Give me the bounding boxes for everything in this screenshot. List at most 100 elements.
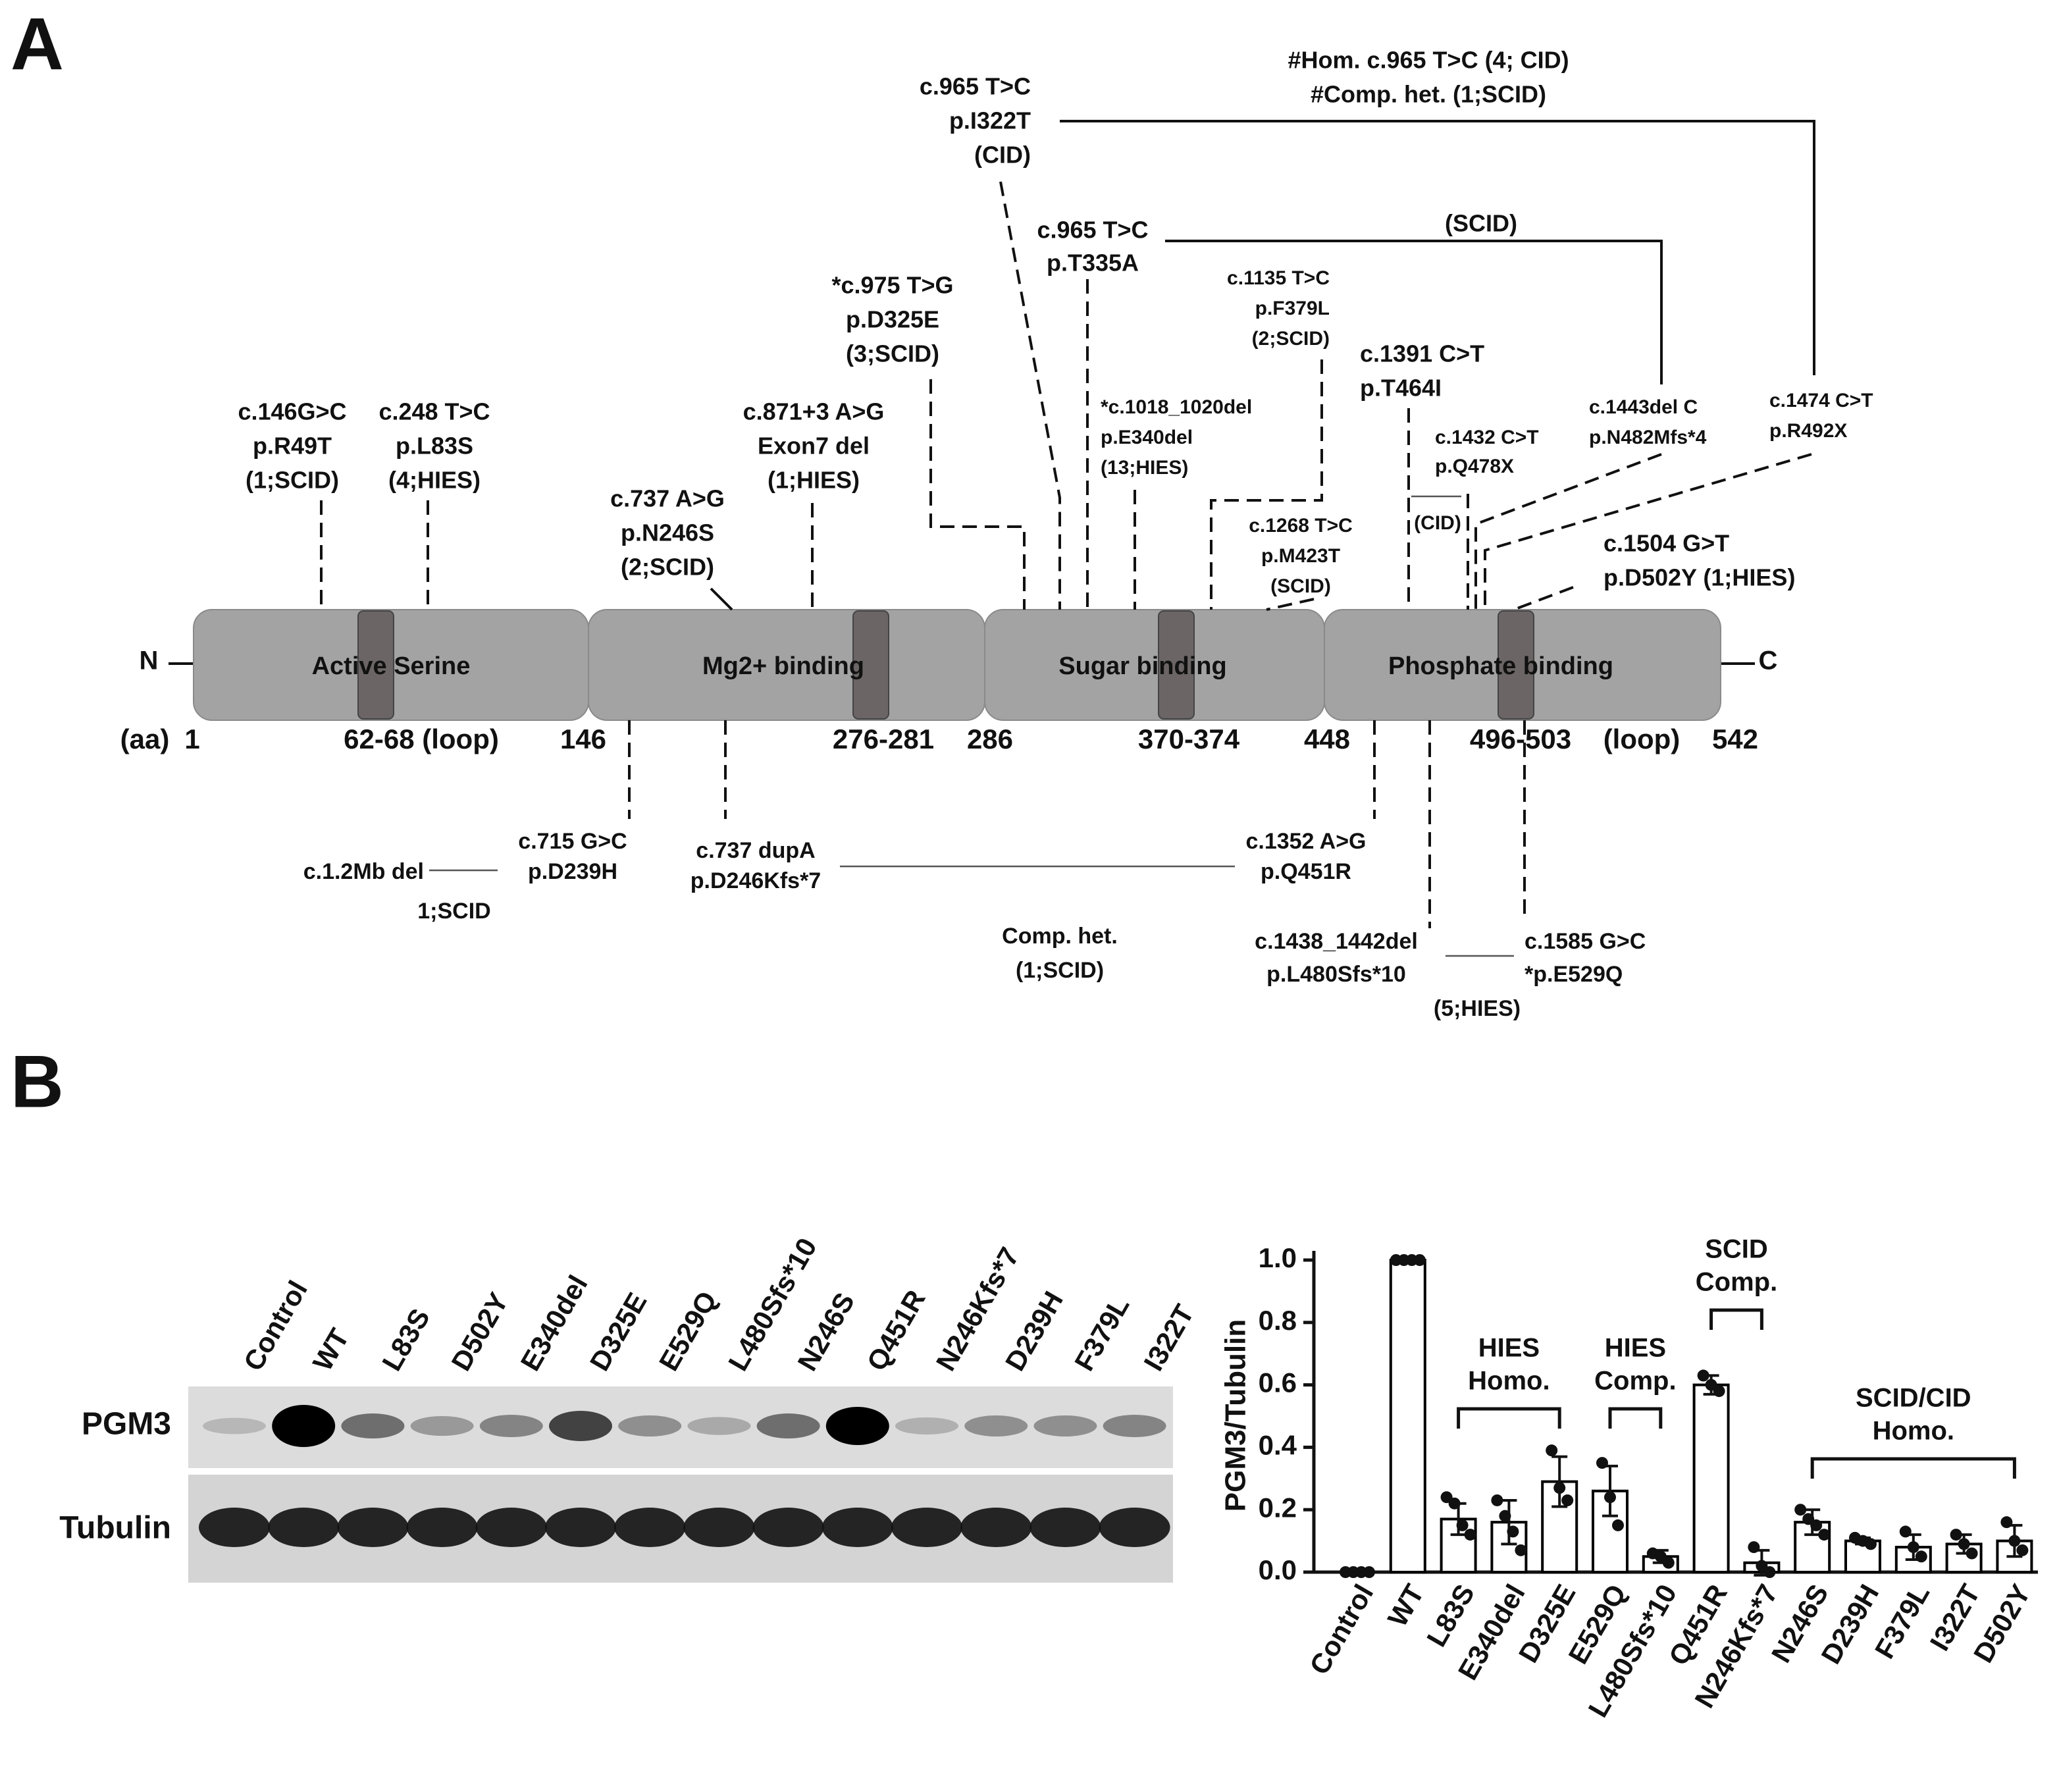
- connector: [929, 379, 1026, 610]
- mutation-label: (CID): [974, 142, 1031, 169]
- mutation-label: #Comp. het. (1;SCID): [1311, 81, 1546, 108]
- mutation-label: c.1268 T>C: [1249, 515, 1353, 537]
- connector: [1266, 598, 1315, 611]
- position-label: 62-68 (loop): [344, 724, 499, 754]
- data-point: [1697, 1369, 1709, 1382]
- data-point: [1612, 1519, 1624, 1531]
- data-point: [1499, 1510, 1511, 1522]
- y-tick-label: 0.0: [1259, 1554, 1297, 1585]
- band: [199, 1508, 270, 1547]
- lane-label: L83S: [376, 1304, 436, 1376]
- lane-label: Q451R: [860, 1284, 931, 1376]
- bracket: [1457, 1407, 1561, 1429]
- western-blot: [188, 1386, 1173, 1583]
- band: [618, 1415, 682, 1436]
- connector: [1060, 120, 1815, 375]
- mutation-label: c.1474 C>T: [1769, 390, 1873, 411]
- mutation-label: p.T464I: [1360, 375, 1442, 402]
- mutation-label: p.M423T: [1261, 545, 1340, 567]
- band: [1103, 1415, 1166, 1437]
- band: [1099, 1508, 1170, 1547]
- mutation-label: (4;HIES): [388, 467, 481, 494]
- mutation-label: c.1352 A>G: [1245, 829, 1366, 854]
- group-label: HIES: [1478, 1334, 1540, 1363]
- panel-label: B: [11, 1041, 64, 1123]
- data-point: [2016, 1544, 2029, 1556]
- data-point: [1950, 1529, 1962, 1541]
- band: [614, 1508, 686, 1547]
- band: [341, 1413, 405, 1438]
- mutation-label: p.L480Sfs*10: [1266, 962, 1406, 987]
- mutation-label: p.R492X: [1769, 420, 1847, 442]
- data-point: [1440, 1491, 1453, 1504]
- mutation-label: *c.1018_1020del: [1101, 396, 1252, 418]
- data-point: [1654, 1550, 1667, 1563]
- mutation-label: p.I322T: [949, 107, 1031, 134]
- data-point: [1363, 1566, 1375, 1578]
- error-bar: [1551, 1455, 1568, 1508]
- y-tick-label: 0.4: [1259, 1429, 1297, 1460]
- data-point: [1907, 1541, 1919, 1554]
- band: [891, 1508, 962, 1547]
- position-label: 1: [184, 724, 199, 754]
- mutation-label: p.D239H: [528, 859, 617, 884]
- data-point: [1958, 1538, 1970, 1550]
- mutation-label: p.N246S: [621, 519, 714, 546]
- protein: [169, 609, 1755, 721]
- mutation-label: p.E340del: [1101, 427, 1193, 448]
- bar: [1692, 1383, 1730, 1574]
- mutation-label: c.1443del C: [1589, 396, 1698, 418]
- connector: [1165, 240, 1663, 384]
- mutation-label: p.Q451R: [1261, 859, 1351, 884]
- data-point: [1464, 1529, 1476, 1541]
- data-point: [1966, 1547, 1978, 1560]
- mutation-label: (1;SCID): [246, 467, 339, 494]
- connector: [1513, 586, 1574, 611]
- domain-label: Sugar binding: [1058, 652, 1226, 680]
- lane-label: E529Q: [653, 1286, 723, 1376]
- mutation-label: c.1135 T>C: [1227, 267, 1330, 289]
- mutation-label: *p.E529Q: [1525, 962, 1623, 987]
- bar: [1389, 1259, 1426, 1573]
- lane-label: N246S: [791, 1287, 860, 1376]
- band: [683, 1508, 755, 1547]
- data-point: [1899, 1525, 1912, 1538]
- data-point: [1713, 1385, 1725, 1398]
- bracket: [1810, 1457, 2016, 1479]
- mutation-label: p.D246Kfs*7: [691, 868, 821, 893]
- data-point: [1794, 1504, 1807, 1516]
- band: [203, 1417, 266, 1435]
- x-tick-label: WT: [1382, 1579, 1430, 1631]
- mutation-label: (SCID): [1445, 210, 1517, 237]
- data-point: [1448, 1497, 1461, 1510]
- mutation-label: c.965 T>C: [920, 73, 1031, 100]
- mutation-label: 1;SCID: [417, 899, 490, 924]
- position-label: (loop): [1603, 724, 1681, 754]
- panel-label: A: [11, 3, 64, 86]
- mutation-label: c.737 dupA: [696, 838, 815, 863]
- lane-label: E340del: [514, 1270, 593, 1376]
- lane-label: F379L: [1068, 1291, 1135, 1376]
- bracket: [1608, 1407, 1663, 1429]
- group-label: SCID/CID: [1856, 1384, 1971, 1413]
- mutation-label: p.F379L: [1255, 298, 1330, 319]
- mutation-label: p.T335A: [1047, 250, 1139, 277]
- mutation-label: (SCID): [1270, 575, 1331, 597]
- y-tick-label: 0.8: [1259, 1305, 1297, 1336]
- mutation-label: (2;SCID): [1252, 328, 1330, 350]
- motif: [1498, 610, 1534, 720]
- lane-label: D325E: [584, 1287, 653, 1376]
- connector: [710, 587, 733, 611]
- band: [545, 1508, 616, 1547]
- data-point: [2008, 1535, 2021, 1547]
- terminus: C: [1759, 646, 1778, 675]
- position-label: 448: [1304, 724, 1350, 754]
- motif: [357, 610, 394, 720]
- mutation-label: p.R49T: [253, 433, 332, 460]
- band: [406, 1508, 478, 1547]
- band: [479, 1415, 543, 1437]
- mutation-label: (CID): [1414, 512, 1461, 534]
- data-point: [1546, 1444, 1558, 1457]
- mutation-label: *c.975 T>G: [831, 272, 953, 299]
